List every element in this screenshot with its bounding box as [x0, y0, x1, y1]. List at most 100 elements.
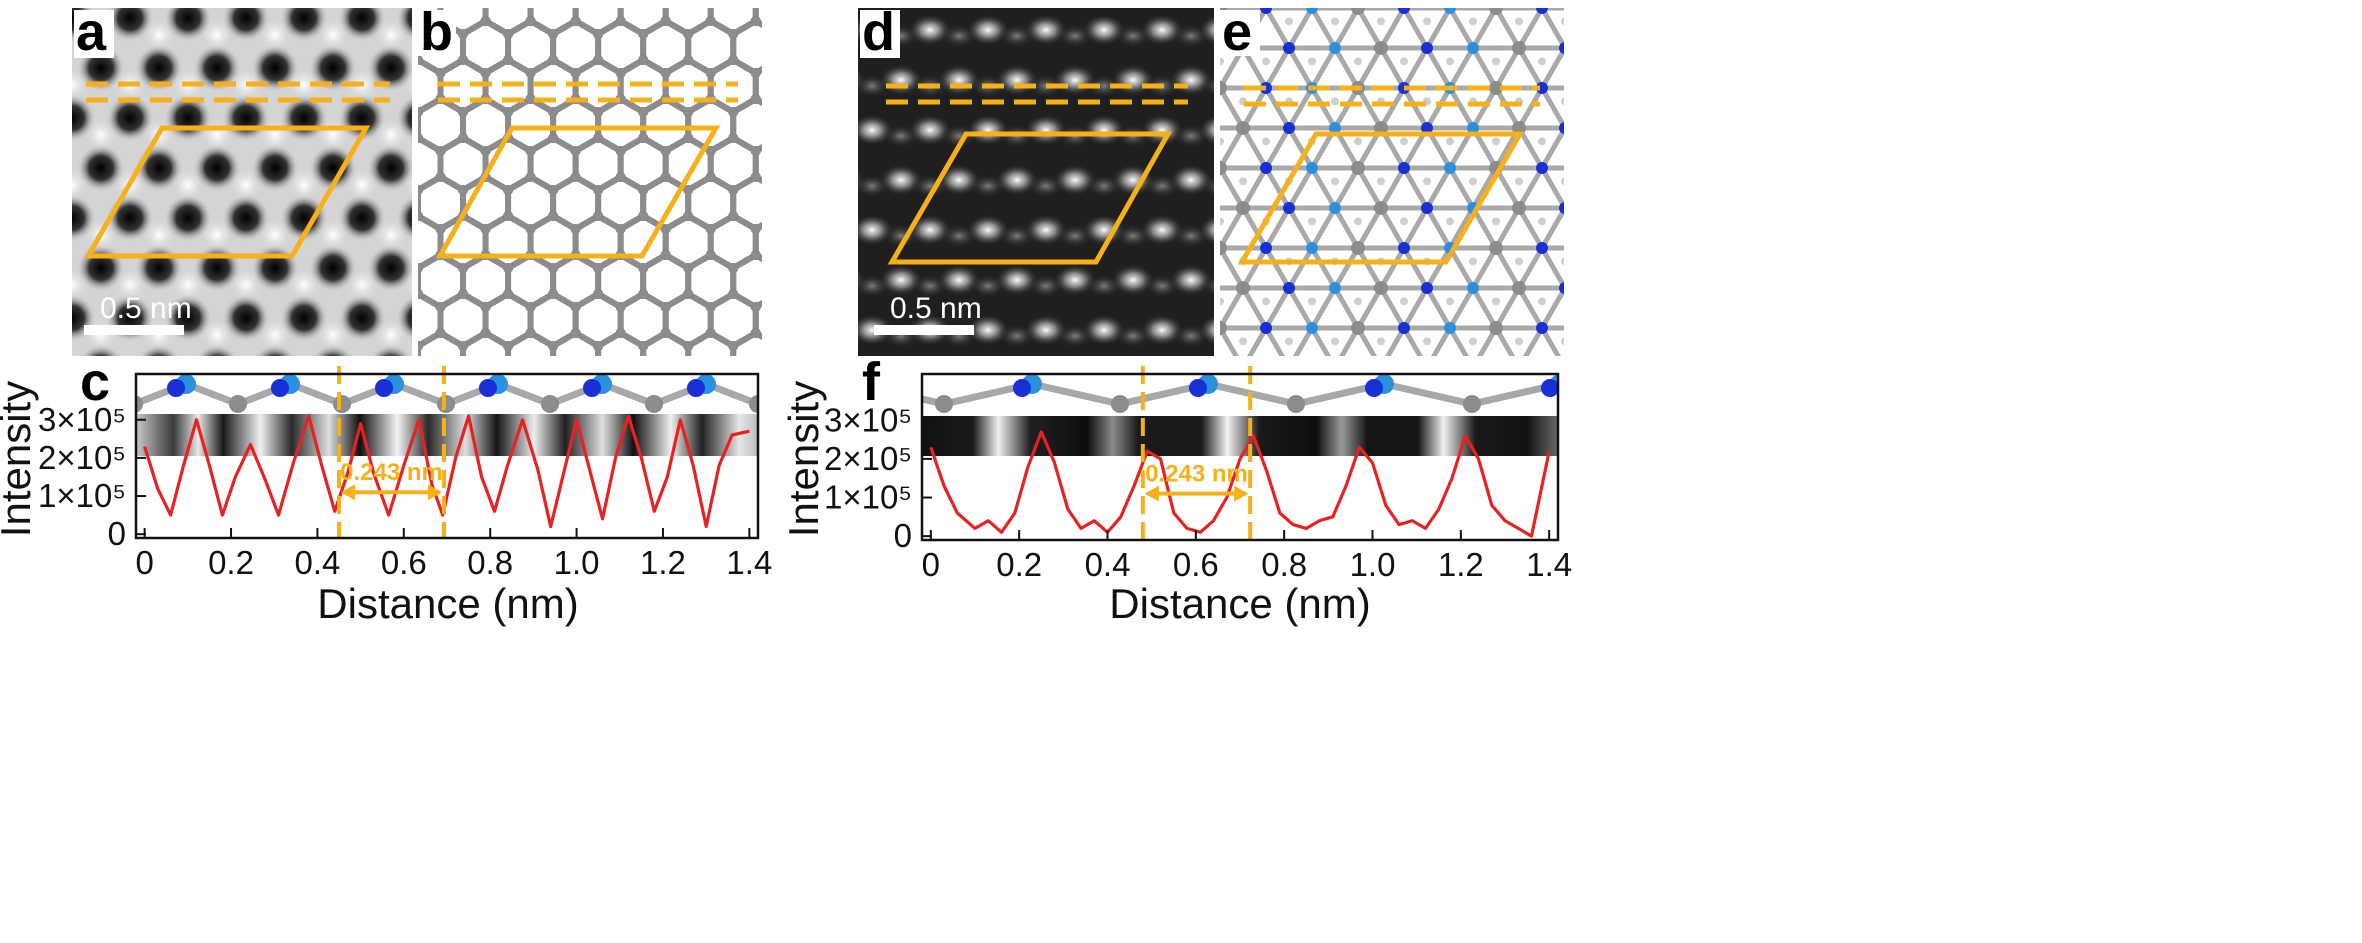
atom: [705, 250, 716, 260]
atom: [705, 302, 716, 312]
atom: [1306, 242, 1318, 254]
atom: [1287, 395, 1305, 413]
bond: [1493, 166, 1522, 210]
atom: [1398, 8, 1410, 14]
atom: [593, 263, 604, 273]
bond: [1477, 326, 1499, 356]
panel-b-outlines: [435, 81, 738, 259]
atom: [1559, 42, 1564, 54]
atom: [583, 379, 601, 397]
atom: [1236, 281, 1250, 295]
atom: [418, 133, 423, 143]
atom: [750, 250, 761, 260]
atom: [1538, 217, 1546, 226]
atom: [1607, 17, 1615, 25]
bond: [1332, 86, 1361, 130]
atom: [1283, 202, 1295, 214]
atom: [728, 263, 739, 273]
atom: [548, 289, 559, 299]
bright-spot: [379, 223, 403, 247]
atom: [638, 289, 649, 299]
bond: [1263, 166, 1292, 210]
bond: [1424, 86, 1453, 130]
atom: [1559, 282, 1564, 294]
bond: [1539, 286, 1564, 330]
atom: [796, 172, 806, 182]
atom: [683, 29, 694, 39]
atom: [1306, 322, 1318, 334]
atom: [593, 185, 604, 195]
dim-dot: [1202, 274, 1214, 298]
bond: [1493, 8, 1522, 50]
dark-hole: [193, 144, 241, 192]
atom: [1306, 162, 1318, 174]
panel-letter-e: e: [1222, 2, 1252, 62]
bright-dot: [1053, 164, 1097, 196]
atom: [796, 146, 806, 156]
atom: [1262, 57, 1270, 66]
atom: [1400, 137, 1408, 146]
bond: [1470, 46, 1499, 90]
atom: [796, 328, 806, 338]
bond: [1266, 8, 1269, 10]
bright-dot: [937, 264, 981, 296]
atom: [660, 224, 671, 234]
atom: [1492, 297, 1500, 306]
panel-c-xlabel: Distance (nm): [317, 580, 578, 627]
atom: [645, 395, 663, 413]
bond: [1539, 46, 1564, 90]
bond: [1355, 166, 1384, 210]
panel-c-annotation: 0.243 nm: [340, 459, 443, 486]
bond: [1447, 166, 1476, 210]
y-tick-label: 1×10⁵: [38, 477, 126, 514]
bond: [1516, 8, 1545, 50]
bond: [1286, 46, 1315, 90]
panel-f-intensity-strip: [922, 416, 1558, 456]
bond: [1496, 8, 1499, 10]
bright-spot: [27, 119, 59, 151]
bond: [1247, 326, 1269, 356]
y-tick-label: 3×10⁵: [38, 401, 126, 438]
bond: [1401, 46, 1430, 90]
arrow-head-left: [341, 484, 356, 501]
atom: [773, 367, 783, 377]
atom: [1515, 337, 1523, 346]
bond: [1263, 46, 1292, 90]
bond: [1401, 286, 1430, 330]
dark-hole: [396, 8, 412, 41]
atom: [1492, 57, 1500, 66]
atom: [818, 55, 828, 65]
panel-letter-a-bg: [74, 10, 114, 58]
panel-f: f 0 0.2 0.4 0.6 0.8 1.0 1.2 1.4 01×10⁵2×10⁵3×10…: [780, 352, 1736, 627]
atom: [1262, 297, 1270, 306]
panel-letter-a: a: [76, 2, 107, 62]
atom: [1400, 217, 1408, 226]
bond: [1240, 246, 1269, 290]
bright-spot: [56, 0, 88, 1]
atom: [1559, 362, 1571, 374]
atom: [1220, 137, 1224, 146]
atom: [615, 328, 626, 338]
atom: [1421, 282, 1433, 294]
atom: [548, 341, 559, 351]
bond: [1562, 124, 1564, 128]
bond: [1309, 326, 1331, 356]
atom: [773, 367, 783, 377]
bond: [1588, 408, 1611, 448]
atom: [1467, 122, 1479, 134]
bright-dot: [1111, 264, 1155, 296]
bond: [1240, 206, 1269, 250]
bond: [1470, 166, 1499, 210]
bright-dot: [908, 114, 952, 146]
atom: [773, 185, 783, 195]
bond: [1470, 8, 1499, 50]
bright-spot: [72, 273, 84, 297]
atom: [1283, 282, 1295, 294]
bond: [1648, 384, 1736, 404]
atom: [1377, 17, 1385, 26]
atom: [1365, 379, 1383, 397]
atom: [1351, 8, 1365, 15]
atom: [1377, 177, 1385, 186]
intensity-line: [929, 430, 1551, 538]
atom: [660, 328, 671, 338]
